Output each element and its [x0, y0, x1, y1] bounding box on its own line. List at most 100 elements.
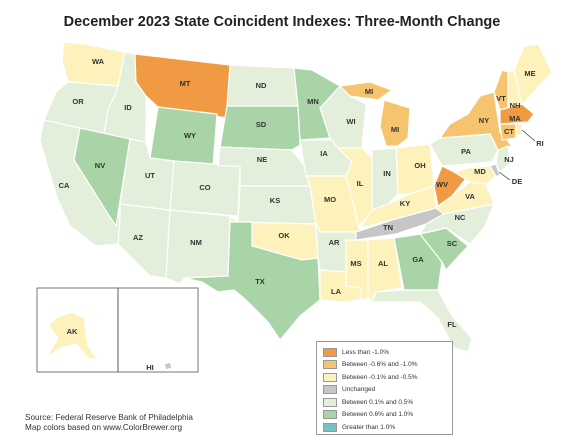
state-NM: [165, 209, 231, 285]
label-FL: FL: [447, 320, 457, 329]
label-IA: IA: [320, 149, 328, 158]
legend-item-5: Between 0.1% and 0.5%: [323, 396, 413, 408]
legend-item-6: Between 0.6% and 1.0%: [323, 409, 413, 421]
label-MA: MA: [509, 114, 521, 123]
legend-item-4: Unchanged: [323, 384, 375, 396]
label-OR: OR: [72, 97, 84, 106]
label-DE: DE: [512, 177, 522, 186]
legend-label-4: Unchanged: [342, 386, 376, 393]
legend-swatch-2: [323, 360, 337, 369]
legend-item-7: Greater than 1.0%: [323, 421, 395, 433]
label-TN: TN: [383, 223, 393, 232]
label-WI: WI: [346, 117, 355, 126]
label-AK: AK: [67, 327, 78, 336]
legend-item-1: Less than -1.0%: [323, 346, 389, 358]
label-KS: KS: [270, 196, 280, 205]
label-ID: ID: [124, 103, 132, 112]
label-NM: NM: [190, 238, 202, 247]
label-SD: SD: [256, 120, 267, 129]
label-WA: WA: [92, 57, 105, 66]
label-NC: NC: [455, 213, 466, 222]
label-RI: RI: [536, 139, 544, 148]
state-MA: [499, 103, 535, 125]
legend-swatch-1: [323, 347, 337, 357]
label-VT: VT: [496, 94, 506, 103]
state-FL: [371, 289, 473, 353]
source-line-2: Map colors based on www.ColorBrewer.org: [25, 423, 182, 432]
label-NJ: NJ: [504, 155, 514, 164]
label-HI: HI: [146, 363, 154, 372]
label-IL: IL: [357, 179, 364, 188]
label-CT: CT: [504, 127, 514, 136]
legend-label-6: Between 0.6% and 1.0%: [342, 411, 414, 418]
state-MI: [379, 99, 411, 147]
state-IN: [371, 147, 399, 211]
label-AL: AL: [378, 259, 388, 268]
legend-label-7: Greater than 1.0%: [342, 423, 396, 431]
label-GA: GA: [412, 255, 424, 264]
de-leader-line: [498, 171, 511, 181]
label-AR: AR: [329, 238, 340, 247]
label-OH: OH: [414, 161, 425, 170]
label-LA: LA: [331, 287, 342, 296]
label-AZ: AZ: [133, 233, 143, 242]
label-OK: OK: [278, 231, 290, 240]
state-CT: [499, 123, 517, 141]
hawaii-inset-frame: [117, 287, 199, 373]
state-NY: [439, 91, 513, 151]
label-NV: NV: [95, 161, 105, 170]
state-NV: [73, 127, 131, 227]
label-KY: KY: [400, 199, 410, 208]
label-MS: MS: [350, 259, 361, 268]
state-SD: [219, 105, 301, 151]
source-line-1: Source: Federal Reserve Bank of Philadel…: [25, 413, 193, 422]
label-VA: VA: [465, 192, 475, 201]
label-MN: MN: [307, 97, 319, 106]
map-legend: Less than -1.0% Between -0.6% and -1.0% …: [316, 341, 453, 435]
label-ME: ME: [524, 69, 535, 78]
label-PA: PA: [461, 147, 471, 156]
legend-swatch-7: [323, 422, 337, 432]
legend-swatch-3: [323, 372, 337, 382]
label-ND: ND: [256, 81, 267, 90]
map-title: December 2023 State Coincident Indexes: …: [63, 14, 501, 30]
legend-item-2: Between -0.6% and -1.0%: [323, 359, 418, 371]
source-note: Source: Federal Reserve Bank of Philadel…: [25, 413, 193, 433]
state-NJ: [495, 145, 511, 173]
label-MI: MI: [391, 125, 399, 134]
label-UT: UT: [145, 171, 155, 180]
legend-item-3: Between -0.1% and -0.5%: [323, 371, 418, 383]
label-NE: NE: [257, 155, 267, 164]
legend-swatch-6: [323, 410, 337, 419]
state-DE: [489, 163, 501, 177]
state-MI-up: [339, 81, 393, 101]
legend-label-5: Between 0.1% and 0.5%: [342, 398, 414, 406]
label-MI-upper: MI: [365, 87, 373, 96]
label-CA: CA: [59, 181, 70, 190]
label-MT: MT: [180, 79, 191, 88]
label-MO: MO: [324, 195, 336, 204]
state-KS: [237, 185, 317, 225]
legend-label-2: Between -0.6% and -1.0%: [342, 361, 418, 368]
label-WY: WY: [184, 131, 196, 140]
state-HI: [163, 361, 173, 371]
legend-swatch-5: [323, 397, 337, 407]
state-GA: [393, 233, 443, 291]
legend-label-3: Between -0.1% and -0.5%: [342, 373, 418, 381]
label-SC: SC: [447, 239, 458, 248]
state-IL: [337, 147, 373, 227]
state-RI: [515, 123, 523, 137]
label-NH: NH: [510, 101, 521, 110]
label-CO: CO: [199, 183, 210, 192]
state-TX: [183, 221, 321, 341]
label-IN: IN: [383, 169, 391, 178]
legend-swatch-4: [323, 385, 337, 394]
state-AK: [45, 311, 99, 361]
label-TX: TX: [255, 277, 265, 286]
legend-label-1: Less than -1.0%: [342, 348, 389, 356]
label-NY: NY: [479, 116, 489, 125]
label-WV: WV: [436, 180, 448, 189]
label-MD: MD: [474, 167, 486, 176]
ri-leader-line: [521, 129, 536, 142]
